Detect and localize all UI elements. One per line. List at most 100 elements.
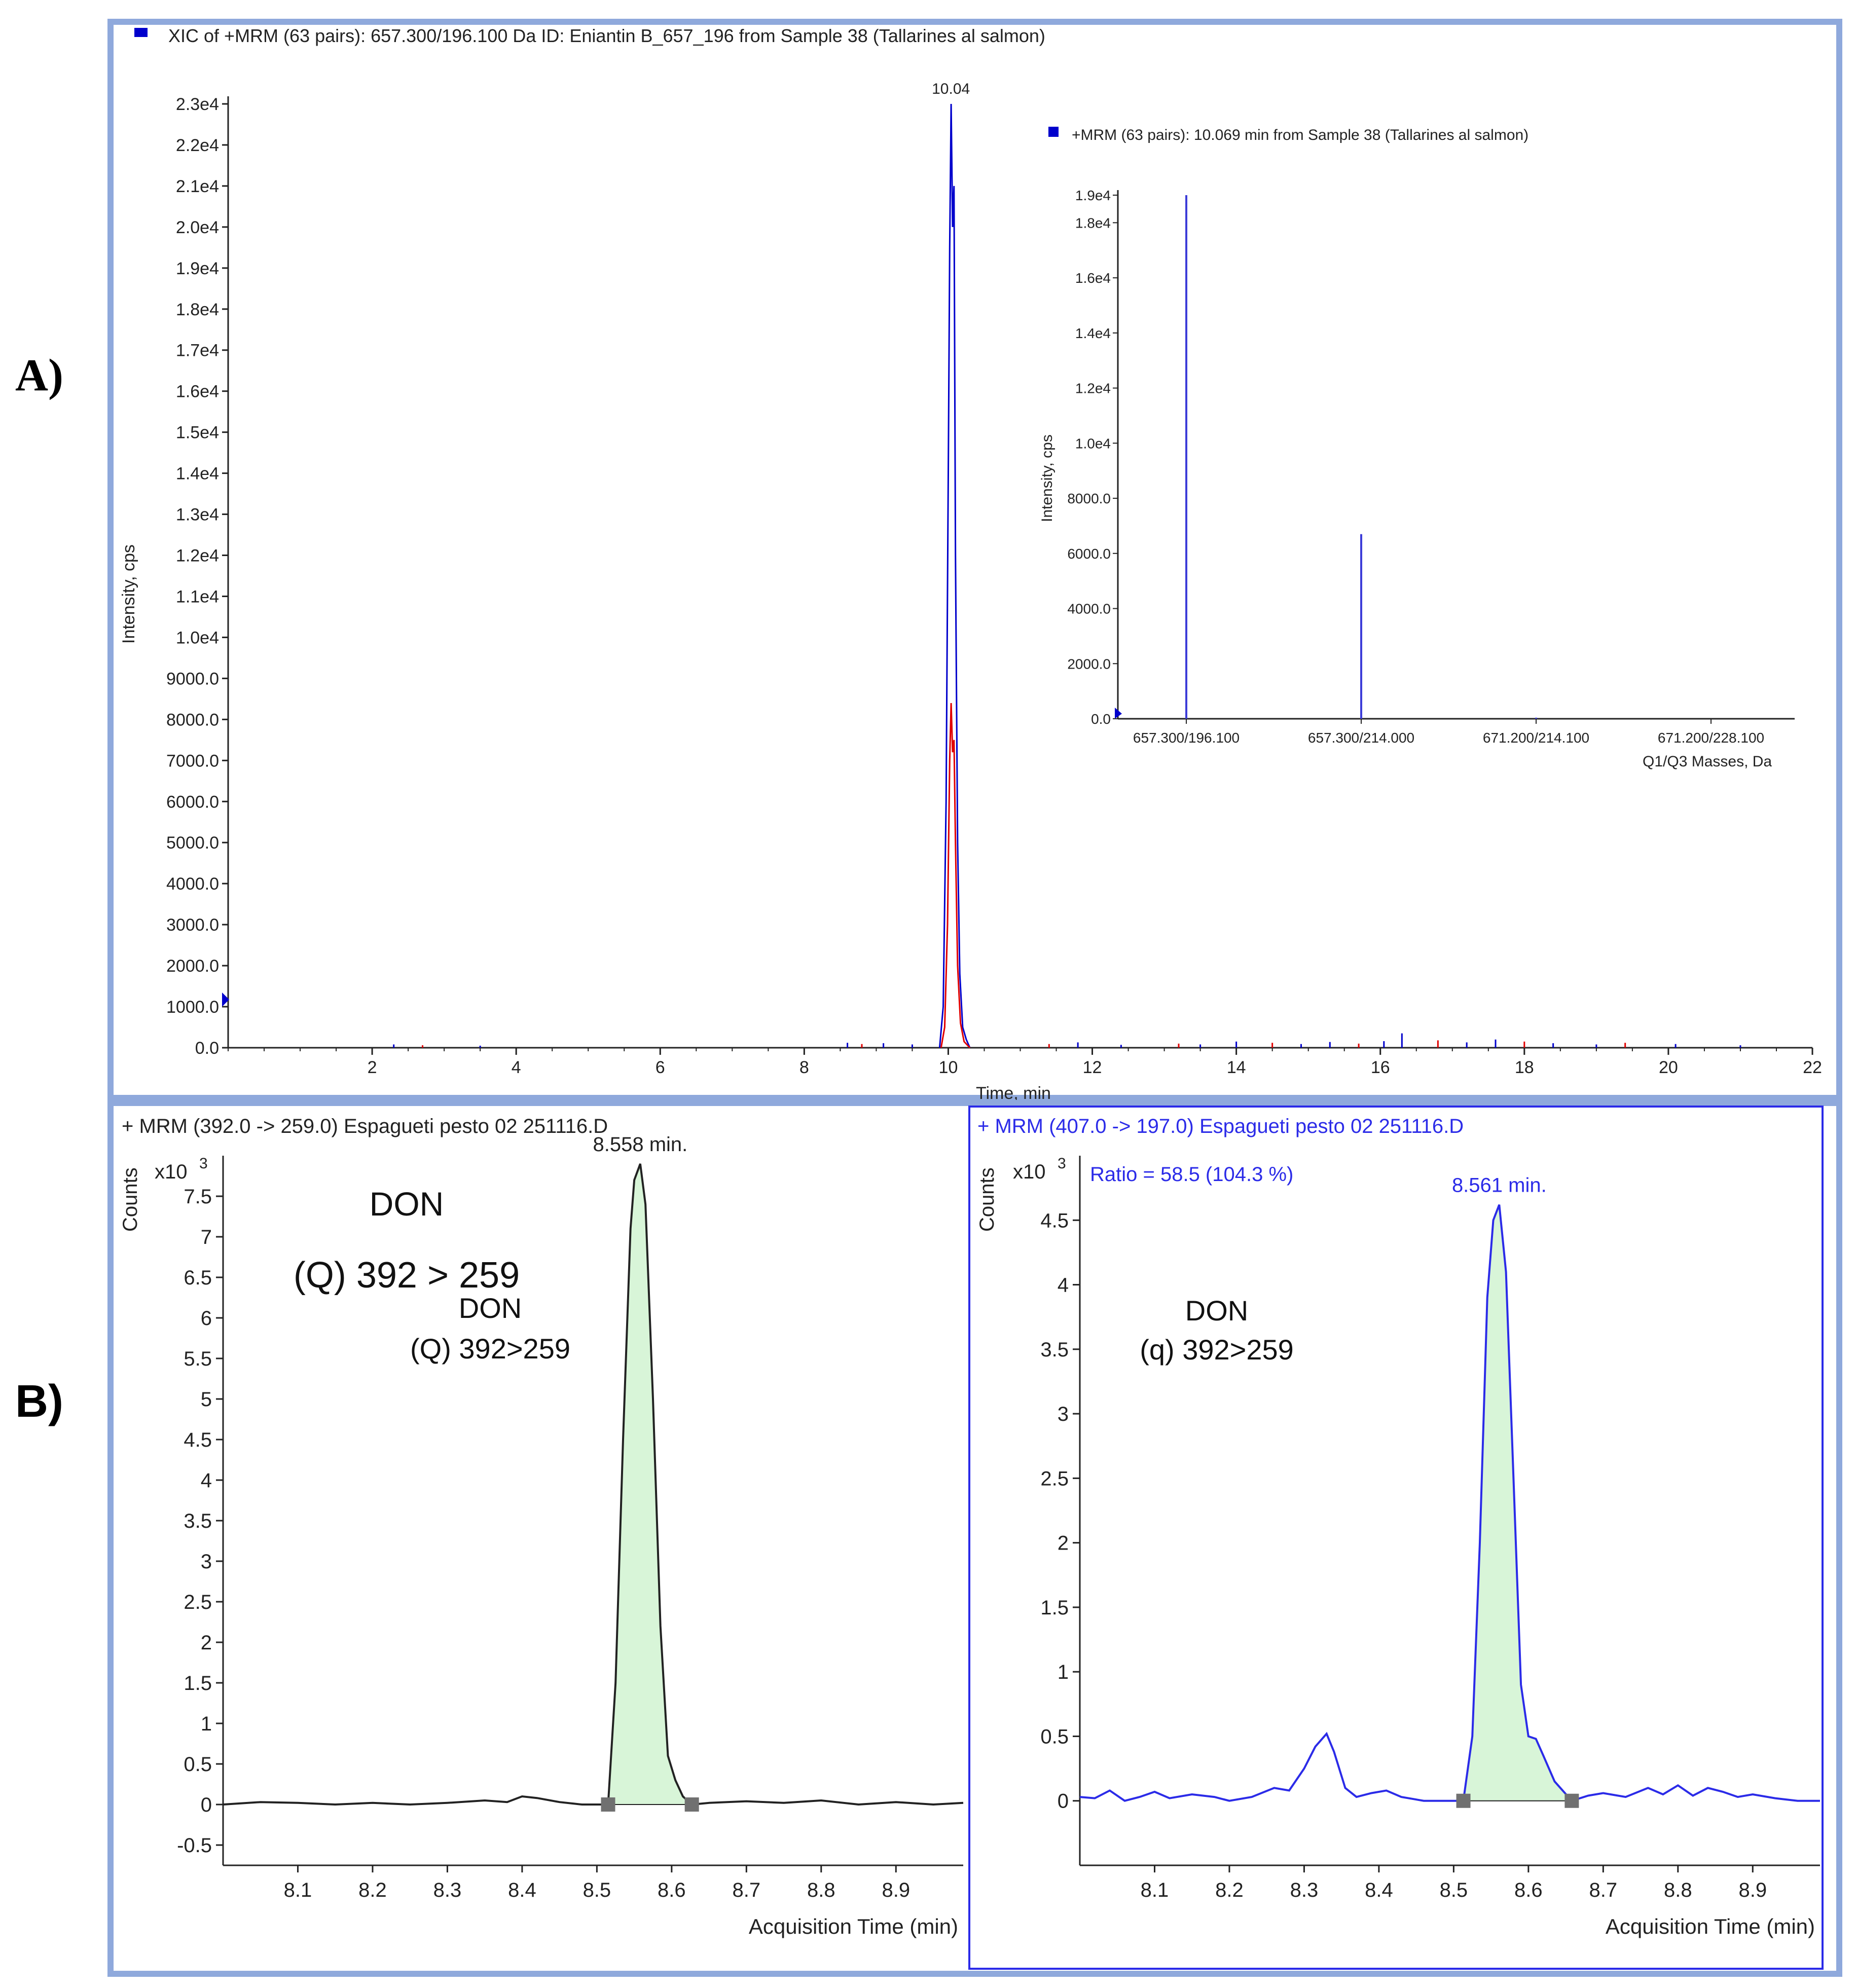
y-tick-label: 8000.0	[166, 710, 219, 729]
y-tick-label: 2.3e4	[176, 95, 219, 114]
y-tick-label: 6.5	[184, 1267, 212, 1289]
y-tick-label: 5.5	[184, 1348, 212, 1370]
integration-marker	[684, 1797, 699, 1812]
axis-marker-icon	[222, 992, 229, 1007]
x-tick-label: 8.4	[508, 1879, 536, 1901]
x-axis-label: Acquisition Time (min)	[1606, 1915, 1815, 1938]
y-tick-label: 1.3e4	[176, 505, 219, 525]
x-tick-label: 14	[1227, 1058, 1246, 1077]
x-tick-label: 8.6	[658, 1879, 686, 1901]
y-tick-label: 7	[201, 1226, 212, 1248]
x-tick-label: 8.9	[882, 1879, 910, 1901]
y-tick-label: 2	[1058, 1532, 1069, 1555]
chart-title: + MRM (407.0 -> 197.0) Espagueti pesto 0…	[977, 1115, 1464, 1137]
y-tick-label: 4.5	[184, 1429, 212, 1451]
panel-a-frame	[107, 19, 1842, 1101]
y-tick-label: 4	[1058, 1274, 1069, 1297]
panel-a-main-chart: XIC of +MRM (63 pairs): 657.300/196.100 …	[119, 25, 1822, 1103]
inset-y-tick-label: 1.2e4	[1075, 381, 1111, 396]
y-tick-label: 1.5	[1040, 1597, 1069, 1619]
inset-axis-marker-icon	[1115, 708, 1122, 719]
panel-label-a: A)	[15, 350, 63, 400]
series-line-blue	[938, 103, 971, 1048]
y-tick-label: 2000.0	[166, 956, 219, 976]
y-tick-label: 0	[201, 1794, 212, 1816]
integrated-peak-area	[608, 1164, 692, 1805]
y-tick-label: 1.6e4	[176, 382, 219, 401]
y-tick-label: 0	[1058, 1790, 1069, 1813]
y-multiplier: x10	[1013, 1161, 1046, 1183]
peak-label: 8.558 min.	[593, 1133, 688, 1156]
y-tick-label: 3.5	[1040, 1339, 1069, 1361]
inset-y-tick-label: 0.0	[1091, 711, 1111, 727]
series-line-red	[940, 703, 971, 1049]
y-tick-label: 1.5e4	[176, 423, 219, 443]
x-tick-label: 8.8	[1664, 1879, 1692, 1901]
panel-b-frame	[107, 1100, 1842, 1977]
chart-title: + MRM (392.0 -> 259.0) Espagueti pesto 0…	[122, 1115, 608, 1137]
y-tick-label: -0.5	[177, 1834, 212, 1857]
ratio-label: Ratio = 58.5 (104.3 %)	[1090, 1163, 1293, 1186]
y-tick-label: 0.5	[1040, 1725, 1069, 1748]
x-tick-label: 8.1	[1141, 1879, 1169, 1901]
y-exponent: 3	[1058, 1155, 1066, 1172]
integration-marker	[1456, 1793, 1471, 1808]
x-axis-label: Time, min	[976, 1084, 1051, 1103]
y-tick-label: 1	[1058, 1661, 1069, 1683]
x-tick-label: 8.6	[1514, 1879, 1543, 1901]
y-tick-label: 6	[201, 1307, 212, 1330]
x-tick-label: 8.4	[1365, 1879, 1393, 1901]
y-tick-label: 1.4e4	[176, 464, 219, 484]
x-tick-label: 8.7	[733, 1879, 761, 1901]
x-tick-label: 8.5	[583, 1879, 611, 1901]
x-tick-label: 2	[368, 1058, 377, 1077]
x-tick-label: 8	[799, 1058, 809, 1077]
inset-y-tick-label: 1.9e4	[1075, 188, 1111, 203]
y-tick-label: 4.5	[1040, 1209, 1069, 1232]
x-tick-label: 12	[1083, 1058, 1102, 1077]
signal-trace	[1079, 1204, 1820, 1802]
inset-y-tick-label: 1.4e4	[1075, 325, 1111, 341]
y-tick-label: 5000.0	[166, 833, 219, 853]
y-tick-label: 2	[201, 1632, 212, 1654]
y-tick-label: 1.7e4	[176, 341, 219, 360]
x-tick-label: 8.2	[358, 1879, 387, 1901]
annotation-don: DON	[370, 1185, 444, 1223]
y-tick-label: 6000.0	[166, 792, 219, 812]
annotation-don: DON	[1185, 1295, 1248, 1327]
x-tick-label: 16	[1371, 1058, 1390, 1077]
panel-b-right-border	[968, 1106, 1824, 1970]
inset-y-axis-label: Intensity, cps	[1039, 434, 1056, 522]
x-tick-label: 10	[939, 1058, 958, 1077]
y-tick-label: 3.5	[184, 1510, 212, 1532]
inset-x-tick-label: 657.300/196.100	[1133, 730, 1240, 746]
x-tick-label: 22	[1803, 1058, 1822, 1077]
x-tick-label: 20	[1659, 1058, 1678, 1077]
inset-x-tick-label: 657.300/214.000	[1308, 730, 1414, 746]
x-tick-label: 6	[656, 1058, 665, 1077]
inset-y-tick-label: 6000.0	[1067, 546, 1111, 562]
y-tick-label: 5	[201, 1388, 212, 1411]
panel-b-right-chart: + MRM (407.0 -> 197.0) Espagueti pesto 0…	[976, 1115, 1820, 1938]
y-tick-label: 2.1e4	[176, 177, 219, 196]
y-axis-label: Intensity, cps	[119, 544, 138, 644]
x-tick-label: 8.8	[807, 1879, 835, 1901]
annotation-don-small: DON	[459, 1292, 522, 1324]
y-tick-label: 1.5	[184, 1672, 212, 1695]
chart-title: XIC of +MRM (63 pairs): 657.300/196.100 …	[168, 25, 1045, 46]
y-tick-label: 2.5	[1040, 1467, 1069, 1490]
y-multiplier: x10	[155, 1161, 188, 1183]
peak-label: 10.04	[932, 81, 970, 97]
inset-y-tick-label: 8000.0	[1067, 491, 1111, 506]
x-tick-label: 8.3	[433, 1879, 462, 1901]
y-tick-label: 1.0e4	[176, 628, 219, 647]
x-tick-label: 8.3	[1290, 1879, 1319, 1901]
y-tick-label: 1.9e4	[176, 259, 219, 278]
y-tick-label: 1.2e4	[176, 546, 219, 566]
y-tick-label: 3	[1058, 1403, 1069, 1425]
peak-label: 8.561 min.	[1452, 1174, 1547, 1197]
y-tick-label: 3	[201, 1551, 212, 1573]
y-tick-label: 1	[201, 1713, 212, 1735]
y-tick-label: 4	[201, 1469, 212, 1492]
